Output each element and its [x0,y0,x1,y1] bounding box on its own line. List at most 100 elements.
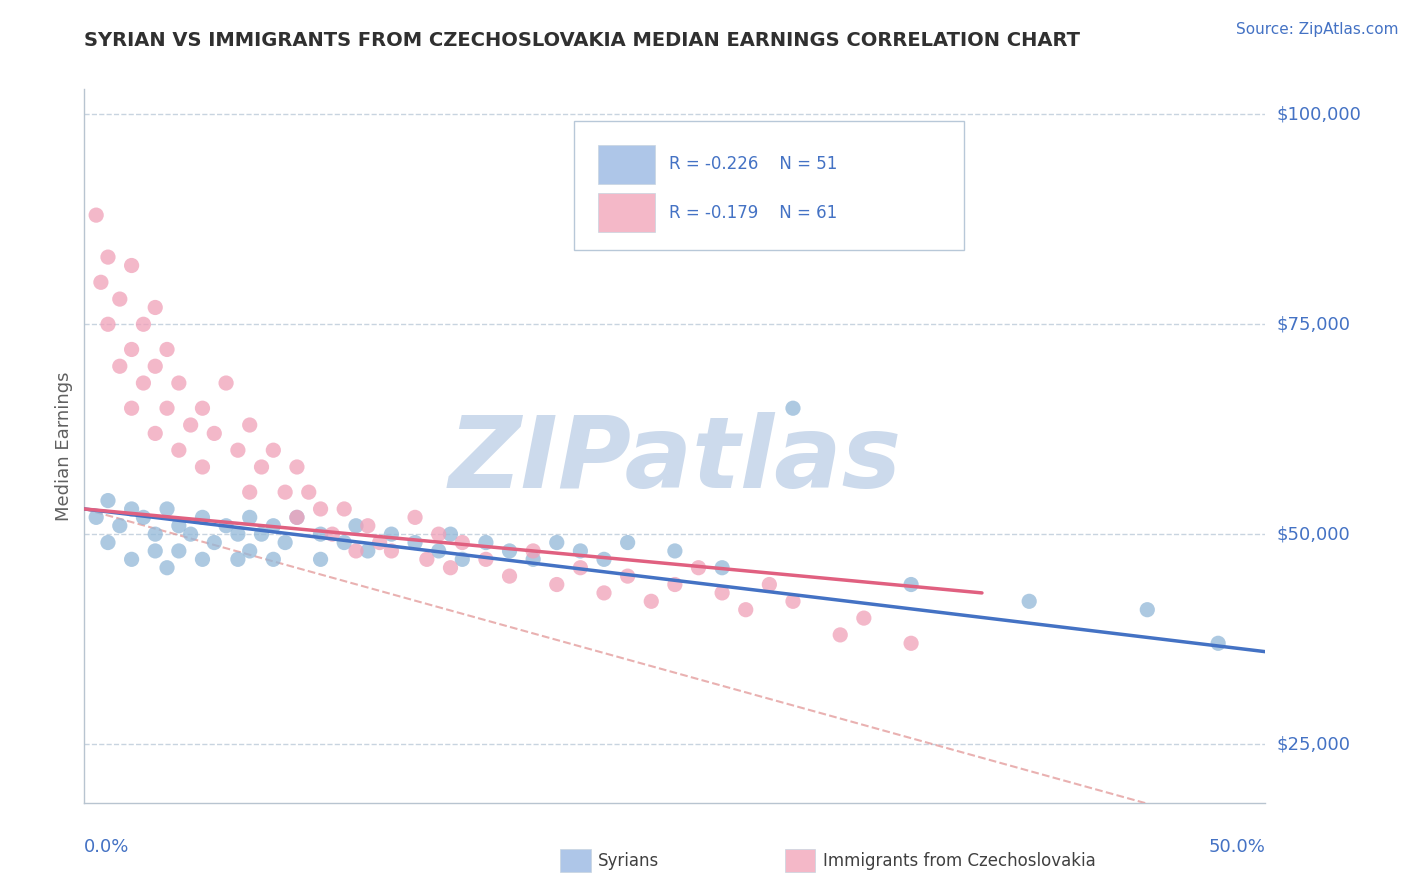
Point [191,510,214,524]
Point [156,401,179,416]
Point [344,518,367,533]
Point [167,443,190,458]
Point [285,460,308,475]
Point [167,544,190,558]
Text: 0.0%: 0.0% [84,838,129,855]
Point [143,301,166,315]
Point [758,577,780,591]
Point [616,569,638,583]
Point [167,376,190,390]
Point [274,535,297,549]
Point [202,535,225,549]
Point [274,485,297,500]
Point [156,502,179,516]
Point [97,535,120,549]
Point [132,510,155,524]
Point [97,318,120,332]
Point [108,518,131,533]
Point [143,544,166,558]
Point [782,401,804,416]
Text: ZIPatlas: ZIPatlas [449,412,901,508]
Point [1136,603,1159,617]
Text: $75,000: $75,000 [1277,315,1351,334]
Point [108,359,131,374]
Point [344,544,367,558]
Point [664,577,686,591]
Point [852,611,875,625]
Point [285,510,308,524]
Point [121,552,143,566]
Point [522,552,544,566]
Point [262,443,284,458]
Point [357,544,380,558]
Point [97,250,120,264]
Point [191,460,214,475]
Point [180,417,202,432]
Point [439,560,461,574]
Point [498,544,520,558]
Text: $100,000: $100,000 [1277,105,1361,123]
Point [333,535,356,549]
Point [250,460,273,475]
Text: $25,000: $25,000 [1277,735,1351,753]
Bar [598,193,655,232]
Point [333,502,356,516]
Text: R = -0.226    N = 51: R = -0.226 N = 51 [669,155,838,173]
Point [569,544,592,558]
Point [475,535,498,549]
Point [298,485,321,500]
Point [156,560,179,574]
Point [380,527,402,541]
Point [121,401,143,416]
Point [202,426,225,441]
Point [368,535,391,549]
Point [593,586,616,600]
Point [451,535,474,549]
Point [522,544,544,558]
Point [132,376,155,390]
Point [180,527,202,541]
Point [143,359,166,374]
Bar [598,145,655,184]
Point [309,502,332,516]
Point [121,259,143,273]
Point [143,426,166,441]
Point [167,518,190,533]
Point [427,527,450,541]
Point [475,552,498,566]
Text: 50.0%: 50.0% [1209,838,1265,855]
Y-axis label: Median Earnings: Median Earnings [55,371,73,521]
Text: SYRIAN VS IMMIGRANTS FROM CZECHOSLOVAKIA MEDIAN EARNINGS CORRELATION CHART: SYRIAN VS IMMIGRANTS FROM CZECHOSLOVAKIA… [84,31,1080,50]
Point [830,628,852,642]
Point [1206,636,1229,650]
Point [108,292,131,306]
Text: Syrians: Syrians [598,852,659,870]
Point [309,527,332,541]
Point [427,544,450,558]
Point [357,518,380,533]
Point [900,577,922,591]
Point [97,493,120,508]
Point [321,527,343,541]
Point [250,527,273,541]
Point [782,594,804,608]
Point [1018,594,1040,608]
Point [262,518,284,533]
Point [262,552,284,566]
Point [84,208,107,222]
Point [688,560,710,574]
FancyBboxPatch shape [575,121,965,250]
Point [640,594,662,608]
Point [380,544,402,558]
Point [215,376,238,390]
Point [498,569,520,583]
Point [239,417,262,432]
Point [215,518,238,533]
Point [121,502,143,516]
Point [451,552,474,566]
Point [309,552,332,566]
Point [143,527,166,541]
Point [569,560,592,574]
Point [226,443,249,458]
Point [285,510,308,524]
